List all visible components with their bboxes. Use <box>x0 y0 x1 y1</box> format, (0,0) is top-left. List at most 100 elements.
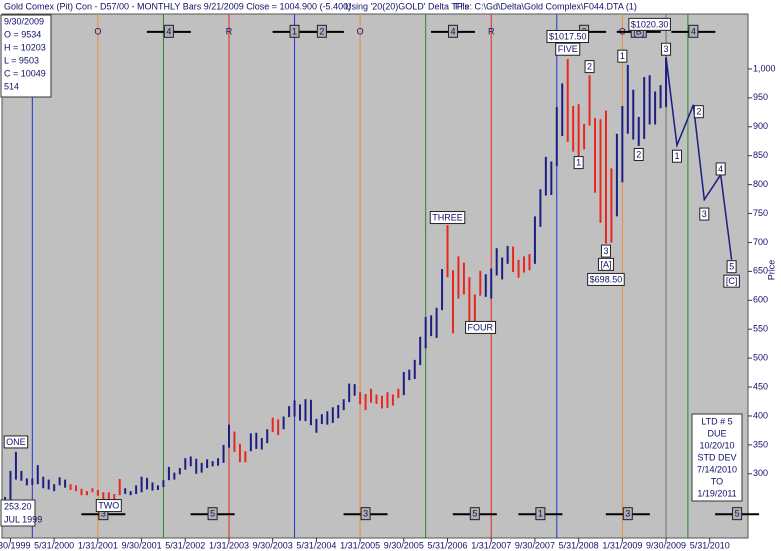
annotation: 2 <box>696 107 701 117</box>
annotation-box <box>546 30 589 44</box>
annotation-box <box>3 435 29 449</box>
x-tick-label: 5/31/2008 <box>559 540 599 550</box>
info-line: 9/30/2009 <box>4 16 44 26</box>
annotation-box <box>715 162 726 176</box>
y-tick-label: 900 <box>753 121 768 131</box>
cycle-marker-box <box>688 24 699 38</box>
annotation-box <box>723 274 740 288</box>
cycle-marker-box <box>622 507 633 521</box>
x-tick-label: 1/31/2005 <box>340 540 380 550</box>
cycle-marker-box <box>289 24 300 38</box>
annotation-box <box>661 42 672 56</box>
ltd-line: 7/14/2010 <box>697 464 737 474</box>
annotation-box <box>699 207 710 221</box>
x-tick-label: 9/30/1999 <box>0 540 30 550</box>
cycle-marker: 4 <box>166 26 171 36</box>
annotation: 3 <box>702 209 707 219</box>
bars <box>4 57 733 502</box>
annotation-box <box>617 49 628 63</box>
y-axis-label: Price <box>766 260 776 281</box>
x-tick-label: 1/31/2009 <box>602 540 642 550</box>
annotation-box <box>587 272 625 286</box>
cycle-marker-box <box>535 507 546 521</box>
info-line: 514 <box>4 81 19 91</box>
annotation: 3 <box>664 44 669 54</box>
header-title: Gold Comex (Pit) Con - D57/00 - MONTHLY … <box>4 1 351 11</box>
y-tick-label: 1,000 <box>753 63 776 73</box>
y-tick-label: 750 <box>753 208 768 218</box>
projection-line <box>665 57 733 260</box>
cycle-marker: 1 <box>292 26 297 36</box>
cycle-marker: 3 <box>625 509 630 519</box>
header-using: Using '20(20)GOLD' Delta TP's <box>345 1 470 11</box>
cycle-marker: 4 <box>450 26 455 36</box>
ltd-box <box>691 413 743 502</box>
cycle-marker-box <box>732 507 743 521</box>
annotation: THREE <box>432 213 463 223</box>
x-tick-label: 9/30/2001 <box>122 540 162 550</box>
annotation-box <box>429 211 466 225</box>
header-file: File: C:\Gd\Delta\Gold Complex\F044.DTA … <box>455 1 637 11</box>
x-tick-label: 9/30/2009 <box>646 540 686 550</box>
annotation: [C] <box>726 276 738 286</box>
ltd-line: 1/19/2011 <box>697 488 736 498</box>
annotation-box <box>633 147 644 161</box>
annotation-box <box>726 260 737 274</box>
cycle-marker: 3 <box>101 509 106 519</box>
ltd-line: TO <box>711 476 723 486</box>
plot-area <box>1 13 749 539</box>
annotation-box <box>95 499 122 513</box>
info-line: H = 10203 <box>4 42 46 52</box>
annotation-box <box>584 60 595 74</box>
cycle-marker-box <box>447 24 458 38</box>
annotation: $1020.30 <box>631 19 669 29</box>
y-tick-label: 350 <box>753 439 768 449</box>
cycle-marker-box <box>316 24 327 38</box>
annotation: 3 <box>603 246 608 256</box>
cycle-marker: 4 <box>691 26 696 36</box>
cycle-marker: 2 <box>319 26 324 36</box>
annotation-box <box>628 17 671 31</box>
start-date: JUL 1999 <box>4 514 42 524</box>
annotation: FOUR <box>468 322 494 332</box>
y-tick-label: 400 <box>753 410 768 420</box>
annotation: FIVE <box>558 44 578 54</box>
y-tick-label: 300 <box>753 468 768 478</box>
annotation: 1 <box>576 158 581 168</box>
y-tick-label: 500 <box>753 353 768 363</box>
ltd-line: STD DEV <box>697 452 736 462</box>
ltd-line: LTD # 5 <box>701 416 732 426</box>
y-tick-label: 800 <box>753 179 768 189</box>
cycle-marker-box <box>469 507 480 521</box>
cycle-marker: 5 <box>735 509 740 519</box>
cycle-lines: ORORO <box>31 14 689 538</box>
y-tick-label: 600 <box>753 295 768 305</box>
annotation: $1017.50 <box>549 32 587 42</box>
y-tick-label: 450 <box>753 381 768 391</box>
x-tick-label: 5/31/2010 <box>690 540 730 550</box>
annotation: 2 <box>636 149 641 159</box>
annotations: 4 1 2 4 3 [B] 4 3 5 3 5 1 3 5 ONE TWO THREE FOUR $1017.50 F… <box>3 17 760 521</box>
x-tick-label: 1/31/2007 <box>471 540 511 550</box>
x-tick-label: 5/31/2000 <box>34 540 74 550</box>
y-tick-label: 950 <box>753 92 768 102</box>
annotation: $698.50 <box>590 274 623 284</box>
cycle-label: R <box>488 26 495 36</box>
x-tick-label: 9/30/2007 <box>515 540 555 550</box>
cycle-marker-box <box>207 507 218 521</box>
cycle-marker-box <box>360 507 371 521</box>
x-tick-label: 5/31/2002 <box>165 540 205 550</box>
y-tick-label: 550 <box>753 324 768 334</box>
annotation-box <box>600 244 611 258</box>
x-tick-label: 9/30/2003 <box>253 540 293 550</box>
cycle-marker: 5 <box>472 509 477 519</box>
annotation: [A] <box>600 259 611 269</box>
annotation-box <box>465 320 497 334</box>
info-line: C = 10049 <box>4 68 46 78</box>
cycle-marker: 3 <box>363 509 368 519</box>
cycle-marker: [B] <box>633 26 644 36</box>
annotation-box <box>555 42 581 56</box>
annotation-box <box>597 257 614 271</box>
cycle-label: R <box>226 26 233 36</box>
